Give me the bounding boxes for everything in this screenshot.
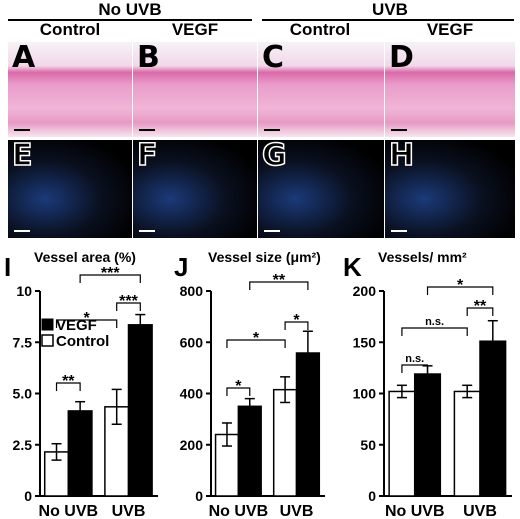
column-label-vegf-no-uvb: VEGF [171,20,219,39]
y-tick-label: 100 [353,386,377,402]
significance-bracket [226,387,251,396]
significance-bracket [401,327,468,336]
significance-bracket [79,274,141,283]
legend-label-vegf: VEGF [56,317,97,334]
significance-label: *** [101,265,120,282]
header-no-uvb-underline [8,19,252,21]
significance-bracket [426,286,494,295]
panel-letter-e: E [11,140,33,173]
panel-letter-b: B [137,42,160,75]
bar-vegf-uvb [295,352,321,497]
significance-label: * [293,312,300,329]
x-tick-label: UVB [112,503,146,519]
significance-bracket [284,321,309,330]
significance-bracket [55,382,81,391]
panel-letter-i: I [4,252,11,282]
y-tick-label: 0 [195,488,203,504]
significance-bracket [226,339,286,348]
significance-label: * [457,277,464,294]
scale-bar [391,230,407,232]
column-label-vegf-uvb: VEGF [426,20,474,39]
fluorescence-image-panel-e: E [8,140,132,238]
significance-label: n.s. [425,316,444,328]
x-tick-label: No UVB [39,503,99,519]
bar-control-uvb [272,388,298,497]
scale-bar [391,129,407,131]
x-tick-label: No UVB [385,503,445,519]
panel-letter-d: D [389,42,414,75]
bar-vegf-no-uvb [237,405,262,497]
bar-vegf-no-uvb [413,373,442,497]
x-tick-label: No UVB [209,503,269,519]
y-tick-label: 7.5 [13,334,33,350]
scale-bar [14,129,30,131]
x-tick-label: UVB [463,503,497,519]
significance-label: *** [119,293,138,310]
scale-bar [139,129,155,131]
chart-title: Vessels/ mm² [378,249,467,265]
y-tick-label: 600 [180,334,204,350]
significance-label: ** [273,272,286,289]
panel-letter-g: G [261,140,287,173]
significance-label: * [83,310,90,327]
column-label-control-uvb: Control [289,20,351,39]
column-label-control-no-uvb: Control [39,20,101,39]
significance-label: * [235,378,242,395]
panel-letter-k: K [343,252,362,282]
significance-bracket [116,302,141,311]
he-image-panel-d: D [385,42,515,137]
bar-vegf-uvb [479,340,507,497]
bar-vegf-no-uvb [67,410,93,497]
significance-bracket [249,281,309,290]
scale-bar [264,129,280,131]
panel-letter-f: F [136,140,158,173]
significance-bracket [401,364,429,373]
header-uvb: UVB [372,0,408,19]
panel-letter-h: H [388,140,415,173]
y-tick-label: 5.0 [13,386,33,402]
significance-bracket [55,319,118,328]
significance-label: n.s. [405,353,424,365]
significance-label: * [253,330,260,347]
y-tick-label: 400 [180,386,204,402]
y-tick-label: 50 [360,437,376,453]
scale-bar [139,230,155,232]
scale-bar [14,230,30,232]
significance-bracket [466,307,494,316]
y-tick-label: 200 [180,437,204,453]
header-no-uvb: No UVB [98,0,162,19]
scale-bar [264,230,280,232]
bar-control-no-uvb [388,390,416,497]
significance-label: ** [474,298,487,315]
y-tick-label: 0 [368,488,376,504]
header-uvb-underline [262,19,514,21]
legend-swatch-vegf [41,318,54,331]
he-image-panel-a: A [8,42,132,137]
fluorescence-image-panel-f: F [133,140,257,238]
he-image-panel-b: B [133,42,257,137]
chart-title: Vessel size (μm²) [208,249,321,265]
y-tick-label: 0 [24,488,32,504]
bar-vegf-uvb [127,324,153,497]
legend-label-control: Control [56,333,109,350]
fluorescence-image-panel-h: H [385,140,515,238]
significance-label: ** [62,373,75,390]
y-tick-label: 150 [353,334,377,350]
y-tick-label: 800 [180,283,204,299]
chart-title: Vessel area (%) [34,249,136,265]
he-image-panel-c: C [258,42,384,137]
y-tick-label: 200 [353,283,377,299]
y-tick-label: 10 [16,283,32,299]
legend-swatch-control [41,334,54,347]
panel-letter-c: C [262,42,285,75]
fluorescence-image-panel-g: G [258,140,384,238]
panel-letter-a: A [12,42,36,75]
bar-control-uvb [453,390,481,497]
panel-letter-j: J [174,252,188,282]
x-tick-label: UVB [280,503,314,519]
y-tick-label: 2.5 [13,437,33,453]
